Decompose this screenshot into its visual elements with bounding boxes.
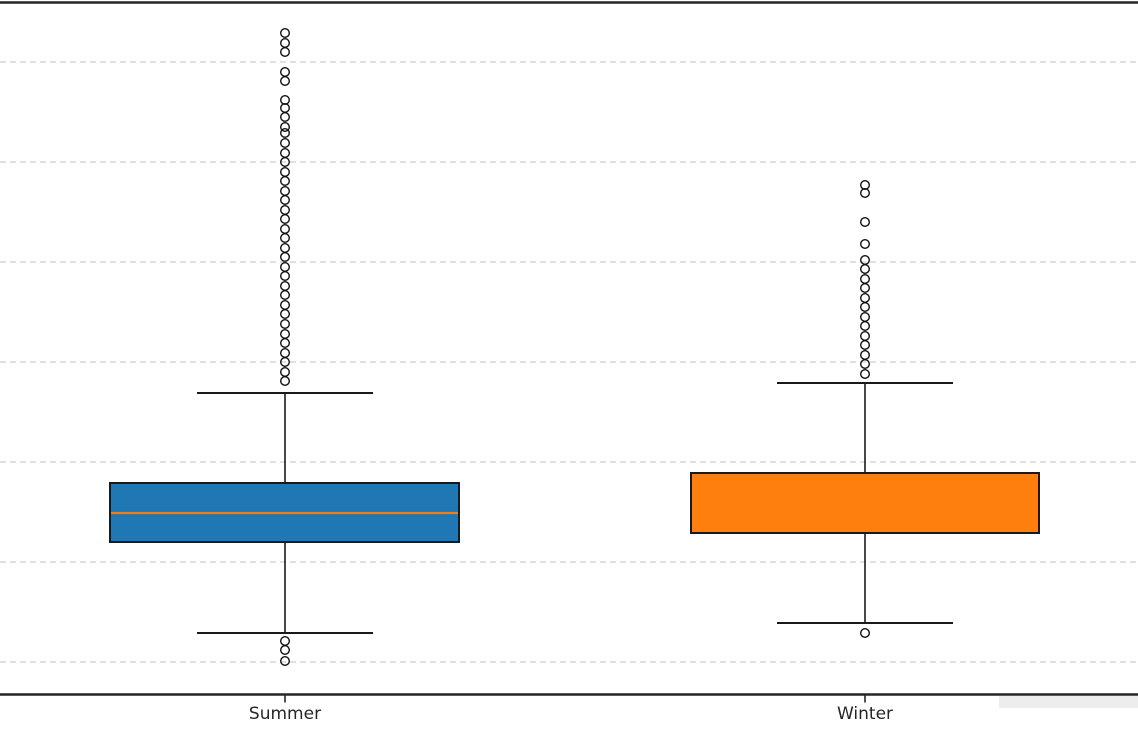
outlier-marker	[280, 281, 291, 292]
outlier-marker	[860, 340, 871, 351]
outlier-marker	[860, 331, 871, 342]
outlier-marker	[860, 187, 871, 198]
outlier-marker	[280, 137, 291, 148]
outlier-marker	[860, 274, 871, 285]
outlier-marker	[280, 251, 291, 262]
outlier-marker	[280, 319, 291, 330]
outlier-marker	[860, 369, 871, 380]
outlier-marker	[280, 338, 291, 349]
x-tick-label-summer: Summer	[248, 704, 322, 724]
outlier-marker	[280, 309, 291, 320]
outlier-marker	[280, 38, 291, 49]
outlier-marker	[280, 47, 291, 58]
outlier-marker	[860, 312, 871, 323]
outlier-marker	[280, 156, 291, 167]
outlier-marker	[860, 238, 871, 249]
outlier-marker	[280, 213, 291, 224]
outlier-marker	[280, 367, 291, 378]
outlier-marker	[280, 66, 291, 77]
outlier-marker	[280, 271, 291, 282]
outlier-marker	[280, 348, 291, 359]
outlier-marker	[280, 242, 291, 253]
outlier-marker	[280, 329, 291, 340]
outlier-marker	[280, 656, 291, 667]
outlier-marker	[280, 300, 291, 311]
box-winter	[690, 472, 1040, 534]
outlier-marker	[860, 628, 871, 639]
outlier-marker	[280, 636, 291, 647]
outlier-marker	[280, 204, 291, 215]
outlier-marker	[280, 376, 291, 387]
outlier-marker	[280, 147, 291, 158]
outlier-marker	[280, 194, 291, 205]
outlier-marker	[860, 254, 871, 265]
outlier-marker	[860, 302, 871, 313]
outlier-marker	[860, 359, 871, 370]
outlier-marker	[860, 283, 871, 294]
outlier-marker	[860, 216, 871, 227]
x-tick-label-winter: Winter	[836, 704, 894, 724]
outlier-marker	[280, 645, 291, 656]
outlier-marker	[280, 28, 291, 39]
outlier-marker	[280, 111, 291, 122]
outlier-marker	[280, 232, 291, 243]
outlier-marker	[280, 357, 291, 368]
outlier-marker	[280, 121, 291, 132]
outlier-marker	[860, 350, 871, 361]
outlier-marker	[860, 321, 871, 332]
outlier-marker	[860, 293, 871, 304]
outlier-marker	[280, 185, 291, 196]
outlier-marker	[860, 264, 871, 275]
outlier-marker	[280, 262, 291, 273]
outlier-marker	[280, 223, 291, 234]
outlier-marker	[280, 175, 291, 186]
outlier-marker	[280, 75, 291, 86]
outlier-marker	[280, 290, 291, 301]
outlier-marker	[280, 127, 291, 138]
outlier-marker	[280, 166, 291, 177]
